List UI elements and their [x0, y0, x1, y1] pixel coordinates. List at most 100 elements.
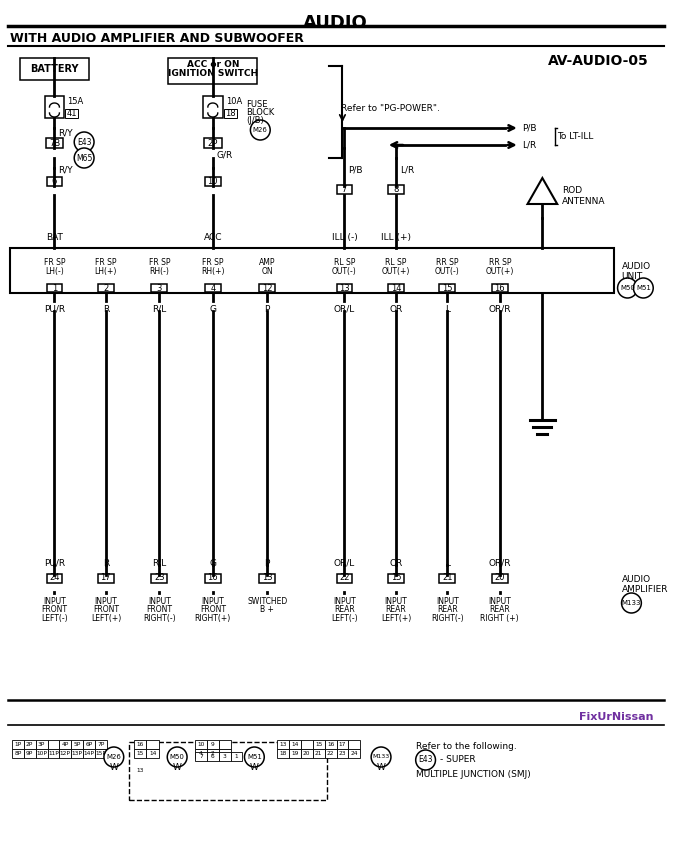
Text: 23: 23	[339, 751, 346, 756]
Bar	[203, 96, 223, 118]
Text: OUT(-): OUT(-)	[332, 267, 356, 275]
Bar	[205, 177, 221, 186]
Bar	[207, 752, 219, 761]
Text: 4: 4	[199, 751, 203, 756]
Text: REAR: REAR	[490, 605, 510, 614]
Text: 16: 16	[494, 284, 505, 293]
Text: 16: 16	[208, 574, 218, 582]
Text: 13: 13	[339, 284, 350, 293]
Bar	[219, 749, 231, 758]
Text: ACC or ON: ACC or ON	[187, 59, 239, 68]
Bar	[337, 740, 348, 749]
Text: ACC: ACC	[204, 232, 222, 241]
Bar	[24, 740, 35, 749]
Text: 14P: 14P	[84, 751, 94, 756]
Text: 11P: 11P	[48, 751, 59, 756]
Bar	[65, 109, 78, 118]
Text: 14: 14	[390, 284, 401, 293]
Bar	[348, 740, 361, 749]
Text: RH(-): RH(-)	[149, 267, 169, 275]
Text: AUDIO: AUDIO	[621, 576, 650, 585]
Text: RR SP: RR SP	[489, 257, 511, 267]
Bar	[289, 740, 301, 749]
Text: 13: 13	[262, 574, 272, 582]
Text: 3: 3	[223, 754, 227, 759]
Text: 13P: 13P	[72, 751, 83, 756]
Bar	[48, 740, 59, 749]
Bar	[45, 96, 65, 118]
Bar	[71, 749, 83, 758]
Text: REAR: REAR	[437, 605, 458, 614]
Text: ILL (+): ILL (+)	[381, 232, 411, 241]
Text: W: W	[377, 764, 386, 772]
Bar	[95, 740, 107, 749]
Bar	[388, 185, 404, 194]
Bar	[195, 749, 207, 758]
Text: P/B: P/B	[348, 165, 363, 175]
Text: RL SP: RL SP	[334, 257, 355, 267]
Text: AUDIO: AUDIO	[621, 262, 650, 270]
Text: 13: 13	[136, 769, 144, 773]
Text: AMP: AMP	[259, 257, 276, 267]
Text: PU/R: PU/R	[44, 305, 65, 313]
Text: RIGHT(+): RIGHT(+)	[195, 614, 231, 624]
Text: FR SP: FR SP	[95, 257, 117, 267]
Bar	[168, 58, 257, 84]
Bar	[10, 248, 614, 293]
Circle shape	[371, 747, 391, 767]
Text: R/Y: R/Y	[58, 128, 73, 138]
Text: 1: 1	[52, 284, 57, 293]
Bar	[151, 574, 167, 583]
Text: WITH AUDIO AMPLIFIER AND SUBWOOFER: WITH AUDIO AMPLIFIER AND SUBWOOFER	[10, 32, 304, 45]
Text: MULTIPLE JUNCTION (SMJ): MULTIPLE JUNCTION (SMJ)	[416, 770, 530, 779]
Text: LH(-): LH(-)	[45, 267, 64, 275]
Circle shape	[618, 278, 638, 298]
Text: 7: 7	[342, 185, 347, 193]
Text: L/R: L/R	[523, 140, 537, 149]
Bar	[325, 749, 337, 758]
Text: 7: 7	[199, 754, 203, 759]
Text: M133: M133	[372, 755, 390, 760]
Bar	[219, 752, 231, 761]
Text: AUDIO: AUDIO	[303, 14, 368, 32]
Text: 15P: 15P	[96, 751, 107, 756]
Text: W: W	[109, 764, 118, 772]
Text: M51: M51	[247, 754, 262, 760]
Bar	[59, 740, 71, 749]
Text: RIGHT(-): RIGHT(-)	[143, 614, 176, 624]
Text: AV-AUDIO-05: AV-AUDIO-05	[547, 54, 648, 68]
Text: RIGHT(-): RIGHT(-)	[431, 614, 464, 624]
Bar	[128, 742, 327, 800]
Text: 21: 21	[315, 751, 323, 756]
Text: 1P: 1P	[14, 742, 22, 747]
Bar	[207, 740, 219, 749]
Text: W: W	[250, 764, 259, 772]
Bar	[337, 574, 352, 583]
Circle shape	[416, 750, 435, 770]
Text: FUSE: FUSE	[246, 100, 268, 109]
Circle shape	[74, 132, 94, 152]
Bar	[231, 752, 242, 761]
Text: BLOCK: BLOCK	[246, 107, 275, 116]
Text: LEFT(+): LEFT(+)	[381, 614, 411, 624]
Bar	[313, 749, 325, 758]
Text: 4: 4	[210, 284, 215, 293]
Text: 2P: 2P	[208, 138, 218, 148]
Text: RL SP: RL SP	[385, 257, 407, 267]
Text: Refer to the following.: Refer to the following.	[416, 742, 517, 751]
Text: 22: 22	[327, 751, 334, 756]
Bar	[277, 740, 289, 749]
Text: G: G	[209, 305, 217, 313]
Text: 18: 18	[279, 751, 287, 756]
Text: OUT(-): OUT(-)	[435, 267, 460, 275]
Bar	[45, 138, 63, 148]
Text: M133: M133	[622, 600, 641, 606]
Text: ANTENNA: ANTENNA	[562, 197, 606, 205]
Bar	[147, 749, 160, 758]
Bar	[59, 749, 71, 758]
Text: To LT-ILL: To LT-ILL	[557, 132, 593, 140]
Text: REAR: REAR	[386, 605, 406, 614]
Bar	[195, 740, 207, 749]
Text: G: G	[209, 559, 217, 567]
Bar	[313, 740, 325, 749]
